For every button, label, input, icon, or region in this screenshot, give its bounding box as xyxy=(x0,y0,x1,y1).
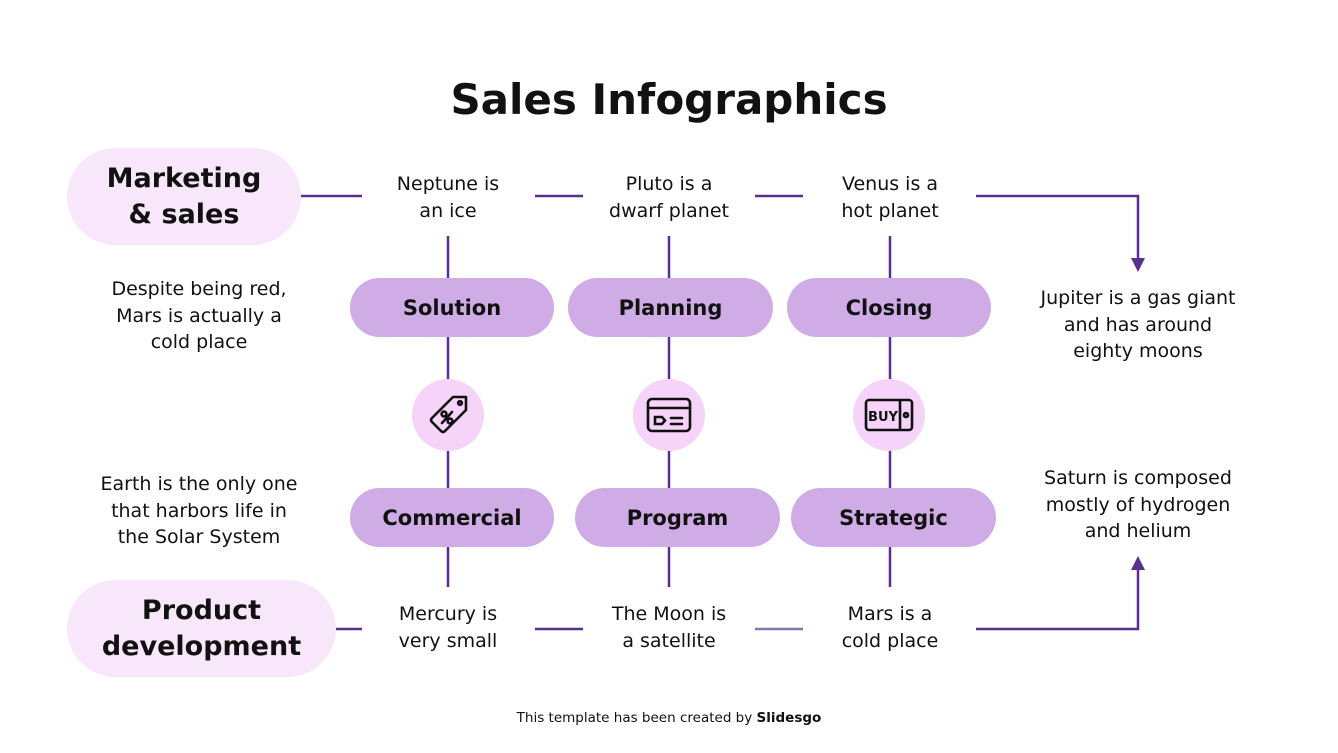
footer-credit: This template has been created by Slides… xyxy=(0,710,1338,726)
pill-program: Program xyxy=(575,488,780,547)
left-text: Earth is the only one that harbors life … xyxy=(100,473,298,548)
discount-tag-icon xyxy=(429,395,468,434)
header-product-development: Product development xyxy=(67,580,336,677)
footer-brand: Slidesgo xyxy=(756,710,822,726)
arrow-head-down xyxy=(1131,258,1145,272)
arrow-connector-bottom xyxy=(976,566,1140,631)
pill-planning: Planning xyxy=(568,278,773,337)
top-text: Neptune is an ice xyxy=(396,173,500,222)
icon-circle: BUY xyxy=(853,379,925,451)
header-label: Marketing & sales xyxy=(106,162,262,230)
arrow-connector-top xyxy=(976,194,1140,262)
footer-prefix: This template has been created by xyxy=(516,710,757,726)
icon-circle xyxy=(412,379,484,451)
top-text: Venus is a hot planet xyxy=(841,173,939,222)
right-text: Jupiter is a gas giant and has around ei… xyxy=(1040,287,1236,362)
header-marketing-sales: Marketing & sales xyxy=(67,148,301,245)
pill-solution: Solution xyxy=(350,278,554,337)
bottom-text: The Moon is a satellite xyxy=(611,603,727,652)
pill-commercial: Commercial xyxy=(350,488,554,547)
icon-circle xyxy=(633,379,705,451)
right-text: Saturn is composed mostly of hydrogen an… xyxy=(1044,467,1232,542)
top-text: Pluto is a dwarf planet xyxy=(609,173,729,222)
bottom-text: Mars is a cold place xyxy=(841,603,939,652)
buy-button-icon: BUY xyxy=(864,398,914,432)
pill-closing: Closing xyxy=(787,278,991,337)
bottom-text: Mercury is very small xyxy=(398,603,498,652)
buy-label: BUY xyxy=(868,410,898,425)
page-title: Sales Infographics xyxy=(450,75,888,124)
left-text: Despite being red, Mars is actually a co… xyxy=(111,278,287,353)
pill-strategic: Strategic xyxy=(791,488,996,547)
header-label: Product development xyxy=(101,594,302,662)
arrow-head-up xyxy=(1131,556,1145,570)
credit-card-icon xyxy=(646,397,692,433)
